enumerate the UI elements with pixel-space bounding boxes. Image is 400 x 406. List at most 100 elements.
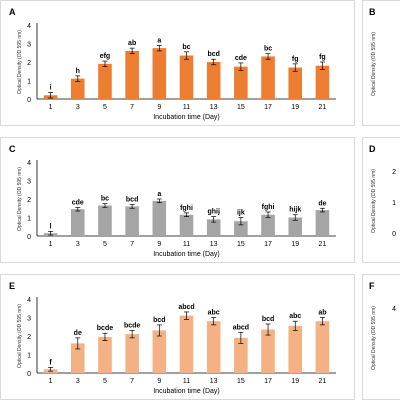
significance-label: i [50, 85, 52, 92]
x-tick-label: 5 [103, 241, 107, 248]
bar [152, 48, 167, 99]
bar [179, 55, 194, 99]
panel-letter: A [9, 7, 16, 17]
x-tick-label: 15 [237, 378, 245, 385]
y-tick-label: 1 [27, 79, 31, 86]
x-tick-label: 3 [76, 378, 80, 385]
chart-panel-a: A 0 1 2 3 4 Optical Density (OD 595 nm) i 1 h 3 efg… [0, 0, 355, 126]
x-tick-label: 3 [76, 241, 80, 248]
significance-label: a [157, 37, 161, 44]
significance-label: bcd [262, 316, 274, 323]
significance-label: de [318, 200, 326, 207]
x-tick-label: 13 [210, 241, 218, 248]
side-panel-f: F Optical Density (OD 595 nm) 4 [362, 274, 400, 400]
significance-label: abcd [178, 304, 194, 311]
x-tick-label: 19 [291, 241, 299, 248]
bar [70, 78, 85, 99]
bar [152, 200, 167, 236]
x-tick-label: 9 [157, 378, 161, 385]
significance-label: bcde [124, 322, 140, 329]
bar [125, 334, 139, 373]
x-tick-label: 17 [264, 378, 272, 385]
significance-label: ab [128, 40, 136, 47]
y-tick-label: 0 [27, 97, 31, 104]
chart-panel-e: E 0 1 2 3 4 Optical Density (OD 595 nm) f 1 de 3 bc… [0, 274, 355, 400]
x-tick-label: 3 [76, 104, 80, 111]
bar [234, 66, 248, 99]
x-tick-label: 5 [103, 104, 107, 111]
significance-label: de [74, 330, 82, 337]
significance-label: ghij [207, 209, 219, 216]
significance-label: efg [100, 53, 111, 60]
x-tick-label: 11 [183, 241, 190, 248]
x-tick-label: 11 [183, 378, 190, 385]
bar [206, 219, 221, 236]
panel-letter: E [9, 281, 15, 291]
x-tick-label: 5 [103, 378, 107, 385]
bar [234, 337, 248, 373]
significance-label: cde [235, 55, 247, 62]
bar [234, 221, 248, 236]
y-tick-label: 4 [27, 160, 31, 167]
x-tick-label: 21 [319, 378, 327, 385]
bar [288, 217, 303, 236]
y-tick-label: 2 [27, 60, 31, 67]
significance-label: f [49, 359, 52, 366]
significance-label: cde [72, 199, 84, 206]
significance-label: bcd [126, 197, 138, 204]
bar [125, 50, 139, 99]
bar [125, 206, 139, 236]
y-tick-label: 3 [27, 316, 31, 323]
panel-letter: D [369, 144, 376, 154]
bar [70, 343, 85, 373]
x-tick-label: 19 [291, 378, 299, 385]
side-panel-b: B Optical Density (OD 595 nm) [362, 0, 400, 126]
bar [288, 325, 303, 373]
x-tick-label: 7 [130, 378, 134, 385]
bar [98, 205, 112, 236]
significance-label: fg [319, 54, 326, 61]
significance-label: a [157, 191, 161, 198]
x-tick-label: 21 [319, 104, 327, 111]
significance-label: hijk [289, 207, 301, 214]
y-tick-label: 0 [392, 231, 396, 238]
y-tick-label: 3 [27, 179, 31, 186]
bar [179, 315, 194, 373]
significance-label: fghi [180, 205, 193, 212]
y-axis-label: Optical Density (OD 595 nm) [371, 306, 377, 370]
significance-label: fghi [262, 204, 275, 211]
y-axis-label: Optical Density (OD 595 nm) [17, 30, 23, 94]
bar [206, 321, 221, 373]
x-tick-label: 1 [49, 378, 53, 385]
x-axis-label: Incubation time (Day) [153, 114, 220, 121]
x-tick-label: 1 [49, 104, 53, 111]
bar [315, 210, 330, 236]
x-tick-label: 15 [237, 241, 245, 248]
chart-c-svg: C 0 1 2 3 4 Optical Density (OD 595 nm) l 1 cde 3 b… [9, 144, 336, 258]
bar [179, 214, 194, 236]
chart-panel-c: C 0 1 2 3 4 Optical Density (OD 595 nm) l 1 cde 3 b… [0, 137, 355, 263]
panel-letter: B [369, 7, 376, 17]
y-axis-label: Optical Density (OD 595 nm) [371, 32, 377, 96]
significance-label: bcd [207, 51, 219, 58]
bar [315, 321, 330, 373]
x-axis-label: Incubation time (Day) [153, 251, 220, 258]
significance-label: bc [182, 44, 190, 51]
bar [261, 214, 275, 236]
x-tick-label: 15 [237, 104, 245, 111]
significance-label: bc [264, 46, 272, 53]
significance-label: bc [101, 196, 109, 203]
significance-label: fg [292, 56, 299, 63]
x-tick-label: 21 [319, 241, 327, 248]
y-axis-label: Optical Density (OD 595 nm) [17, 167, 23, 231]
y-tick-label: 3 [27, 42, 31, 49]
y-tick-label: 1 [27, 216, 31, 223]
bar [98, 336, 112, 373]
y-tick-label: 1 [27, 353, 31, 360]
x-tick-label: 13 [210, 378, 218, 385]
side-panel-d: D Optical Density (OD 595 nm) 2 1 0 [362, 137, 400, 263]
significance-label: bcde [97, 325, 113, 332]
y-tick-label: 4 [27, 23, 31, 30]
bar [98, 63, 112, 99]
y-tick-label: 1 [392, 200, 396, 207]
